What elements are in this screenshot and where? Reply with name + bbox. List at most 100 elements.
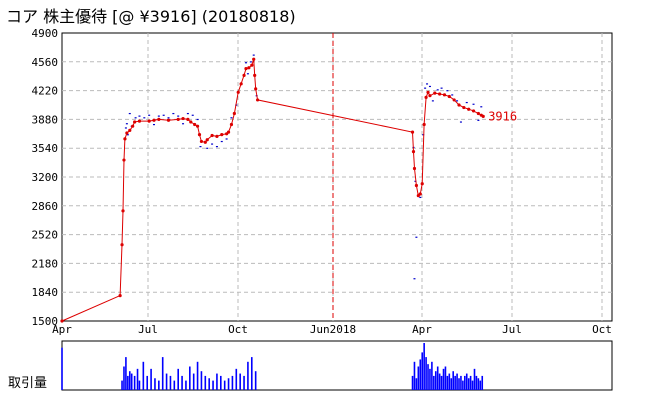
price-point bbox=[414, 183, 419, 188]
price-point bbox=[412, 166, 417, 171]
volume-bar bbox=[192, 373, 195, 390]
volume-bar bbox=[125, 357, 127, 390]
price-point bbox=[120, 243, 124, 247]
range-point bbox=[148, 114, 151, 116]
price-point bbox=[410, 130, 415, 134]
range-point bbox=[419, 196, 422, 199]
price-point bbox=[247, 66, 251, 70]
volume-bar bbox=[165, 373, 168, 390]
volume-bar bbox=[419, 359, 422, 390]
x-tick-label: Oct bbox=[228, 323, 248, 336]
volume-bar bbox=[216, 373, 218, 390]
volume-bar bbox=[481, 375, 484, 390]
volume-bar bbox=[185, 380, 187, 390]
range-point bbox=[199, 146, 202, 148]
volume-bar bbox=[208, 378, 210, 390]
price-point bbox=[121, 209, 125, 213]
range-point bbox=[446, 90, 449, 92]
price-point bbox=[128, 128, 132, 133]
volume-bar bbox=[196, 361, 199, 390]
price-point bbox=[60, 319, 64, 323]
range-point bbox=[138, 115, 141, 117]
range-point bbox=[162, 114, 165, 116]
volume-bar bbox=[161, 357, 164, 390]
volume-bar bbox=[471, 380, 474, 390]
price-point bbox=[418, 192, 422, 196]
price-point bbox=[462, 105, 466, 110]
range-point bbox=[436, 89, 439, 91]
price-point bbox=[205, 138, 209, 142]
volume-bar bbox=[128, 371, 131, 390]
volume-bar bbox=[462, 380, 464, 390]
price-point bbox=[452, 98, 456, 102]
price-point bbox=[420, 182, 424, 186]
volume-bar bbox=[231, 375, 234, 390]
price-point bbox=[252, 57, 256, 61]
range-point bbox=[225, 138, 228, 140]
range-point bbox=[426, 83, 429, 85]
volume-bar bbox=[227, 378, 230, 390]
range-point bbox=[128, 112, 131, 115]
volume-bar bbox=[239, 373, 241, 390]
range-point bbox=[252, 54, 255, 56]
volume-bar bbox=[438, 373, 441, 390]
volume-bar bbox=[61, 347, 63, 390]
price-point bbox=[133, 120, 137, 124]
volume-bar bbox=[454, 375, 456, 390]
volume-bar bbox=[456, 373, 458, 390]
price-point bbox=[467, 107, 471, 111]
price-point bbox=[181, 116, 185, 121]
price-point bbox=[199, 139, 204, 144]
volume-bar bbox=[212, 380, 214, 390]
range-point bbox=[126, 134, 129, 136]
x-tick-label: Oct bbox=[592, 323, 612, 336]
price-point bbox=[411, 149, 416, 154]
price-point bbox=[438, 92, 442, 96]
price-point bbox=[244, 66, 248, 71]
x-tick-label: Jun2018 bbox=[310, 323, 356, 336]
range-point bbox=[480, 106, 483, 108]
range-point bbox=[230, 117, 233, 119]
price-point bbox=[137, 119, 142, 123]
volume-bar bbox=[181, 375, 183, 390]
volume-bar bbox=[436, 366, 439, 390]
price-point bbox=[203, 140, 207, 144]
x-tick-label: Jul bbox=[502, 323, 522, 336]
range-point bbox=[472, 103, 475, 105]
x-tick-label: Jul bbox=[138, 323, 158, 336]
volume-bar bbox=[220, 375, 222, 390]
range-point bbox=[456, 100, 459, 102]
x-tick-label: Apr bbox=[412, 323, 432, 336]
volume-bar bbox=[136, 368, 139, 390]
volume-bar bbox=[475, 375, 478, 390]
price-point bbox=[424, 95, 428, 99]
volume-bar bbox=[417, 366, 420, 390]
range-point bbox=[196, 118, 199, 121]
price-point bbox=[447, 94, 451, 99]
price-point bbox=[236, 90, 240, 94]
volume-bar bbox=[446, 375, 449, 390]
volume-bar bbox=[458, 378, 460, 390]
price-point bbox=[125, 131, 129, 135]
volume-bar bbox=[448, 373, 451, 390]
volume-bar bbox=[169, 375, 172, 390]
range-point bbox=[246, 73, 249, 75]
range-point bbox=[152, 123, 155, 126]
price-point bbox=[255, 98, 260, 102]
price-point bbox=[426, 90, 430, 94]
volume-bar bbox=[465, 373, 468, 390]
volume-bar bbox=[250, 357, 253, 390]
volume-area bbox=[61, 340, 613, 391]
range-point bbox=[206, 147, 209, 149]
range-point bbox=[249, 61, 252, 63]
range-point bbox=[211, 143, 214, 145]
last-price-label: 3916 bbox=[488, 109, 517, 123]
price-point bbox=[193, 122, 197, 127]
price-point bbox=[232, 111, 236, 116]
price-point bbox=[210, 133, 214, 138]
range-point bbox=[413, 278, 416, 280]
range-point bbox=[182, 123, 185, 125]
volume-bar bbox=[130, 373, 133, 390]
range-point bbox=[220, 140, 223, 143]
